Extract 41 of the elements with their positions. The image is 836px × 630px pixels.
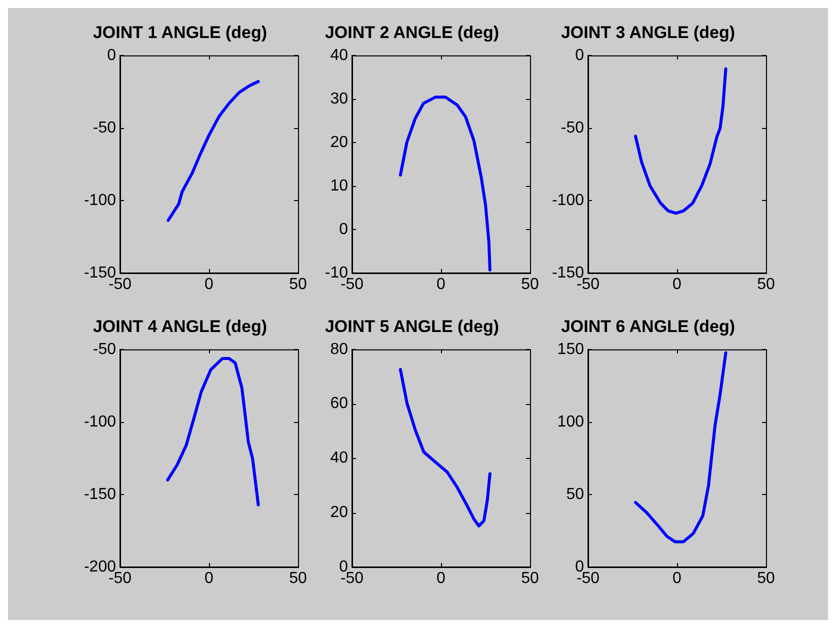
y-tick-label: -100 (84, 192, 116, 209)
x-tick-label: 50 (521, 276, 539, 294)
y-tick-label: 0 (339, 220, 348, 238)
y-tick-label: 20 (330, 504, 348, 522)
x-tick-label: 0 (672, 570, 682, 588)
x-tick-label: 0 (204, 570, 214, 588)
y-tick-label: -150 (84, 486, 116, 503)
x-tick-label: 0 (436, 570, 446, 588)
x-tick-label: -50 (108, 570, 132, 588)
chart-title: JOINT 6 ANGLE (deg) (560, 316, 736, 336)
y-tick-label: 30 (330, 90, 348, 108)
chart-title: JOINT 1 ANGLE (deg) (92, 22, 268, 42)
x-tick-label: 50 (757, 276, 775, 294)
y-tick-label: 150 (557, 340, 584, 358)
x-tick-label: 50 (289, 276, 307, 294)
y-tick-label: 40 (330, 46, 348, 64)
x-tick-label: 0 (672, 276, 682, 294)
y-tick-label: 60 (330, 395, 348, 412)
y-tick-label: -50 (560, 119, 584, 136)
chart-title: JOINT 5 ANGLE (deg) (324, 316, 500, 336)
x-tick-label: 0 (436, 276, 446, 294)
y-tick-label: -100 (552, 192, 584, 209)
y-tick-label: -100 (84, 413, 116, 430)
chart-title: JOINT 4 ANGLE (deg) (92, 316, 268, 336)
y-tick-label: 80 (330, 340, 348, 358)
x-tick-label: -50 (108, 276, 132, 294)
y-tick-label: 100 (557, 413, 584, 430)
y-tick-label: 50 (566, 486, 584, 503)
y-tick-label: 20 (330, 134, 348, 151)
chart-title: JOINT 2 ANGLE (deg) (324, 22, 500, 42)
x-tick-label: 50 (521, 570, 539, 588)
y-tick-label: 0 (575, 46, 584, 64)
x-tick-label: 50 (289, 570, 307, 588)
y-tick-label: -50 (92, 340, 116, 358)
chart-title: JOINT 3 ANGLE (deg) (560, 22, 736, 42)
y-tick-label: 0 (107, 46, 116, 64)
y-tick-label: 10 (330, 177, 348, 194)
y-tick-label: 40 (330, 450, 348, 467)
y-tick-label: -50 (92, 119, 116, 136)
x-tick-label: 0 (204, 276, 214, 294)
x-tick-label: 50 (757, 570, 775, 588)
